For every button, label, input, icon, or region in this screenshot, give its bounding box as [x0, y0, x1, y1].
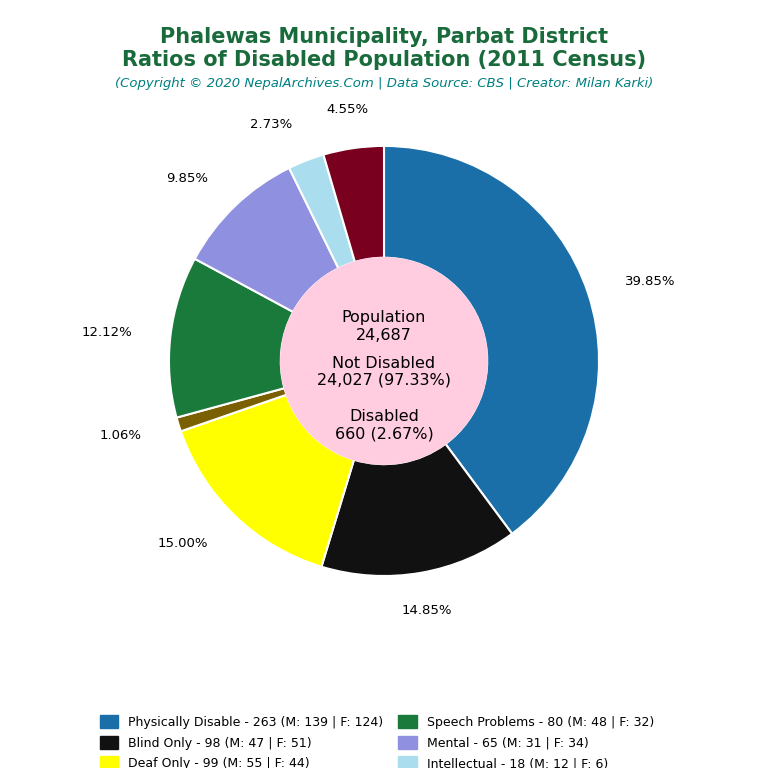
- Text: Ratios of Disabled Population (2011 Census): Ratios of Disabled Population (2011 Cens…: [122, 50, 646, 70]
- Wedge shape: [384, 146, 599, 534]
- Legend: Physically Disable - 263 (M: 139 | F: 124), Blind Only - 98 (M: 47 | F: 51), Dea: Physically Disable - 263 (M: 139 | F: 12…: [94, 710, 674, 768]
- Wedge shape: [289, 154, 355, 268]
- Text: Disabled
660 (2.67%): Disabled 660 (2.67%): [335, 409, 433, 442]
- Wedge shape: [177, 388, 286, 432]
- Text: 15.00%: 15.00%: [157, 538, 208, 550]
- Wedge shape: [169, 259, 293, 418]
- Text: 39.85%: 39.85%: [625, 275, 675, 288]
- Text: Not Disabled
24,027 (97.33%): Not Disabled 24,027 (97.33%): [317, 356, 451, 388]
- Text: Population
24,687: Population 24,687: [342, 310, 426, 343]
- Wedge shape: [180, 395, 354, 567]
- Wedge shape: [195, 168, 339, 312]
- Wedge shape: [323, 146, 384, 262]
- Text: Phalewas Municipality, Parbat District: Phalewas Municipality, Parbat District: [160, 27, 608, 47]
- Wedge shape: [322, 444, 512, 576]
- Circle shape: [281, 258, 487, 464]
- Text: 2.73%: 2.73%: [250, 118, 292, 131]
- Text: 1.06%: 1.06%: [100, 429, 141, 442]
- Text: 9.85%: 9.85%: [166, 172, 208, 184]
- Text: (Copyright © 2020 NepalArchives.Com | Data Source: CBS | Creator: Milan Karki): (Copyright © 2020 NepalArchives.Com | Da…: [115, 77, 653, 90]
- Text: 14.85%: 14.85%: [402, 604, 452, 617]
- Text: 12.12%: 12.12%: [81, 326, 132, 339]
- Text: 4.55%: 4.55%: [327, 103, 369, 116]
